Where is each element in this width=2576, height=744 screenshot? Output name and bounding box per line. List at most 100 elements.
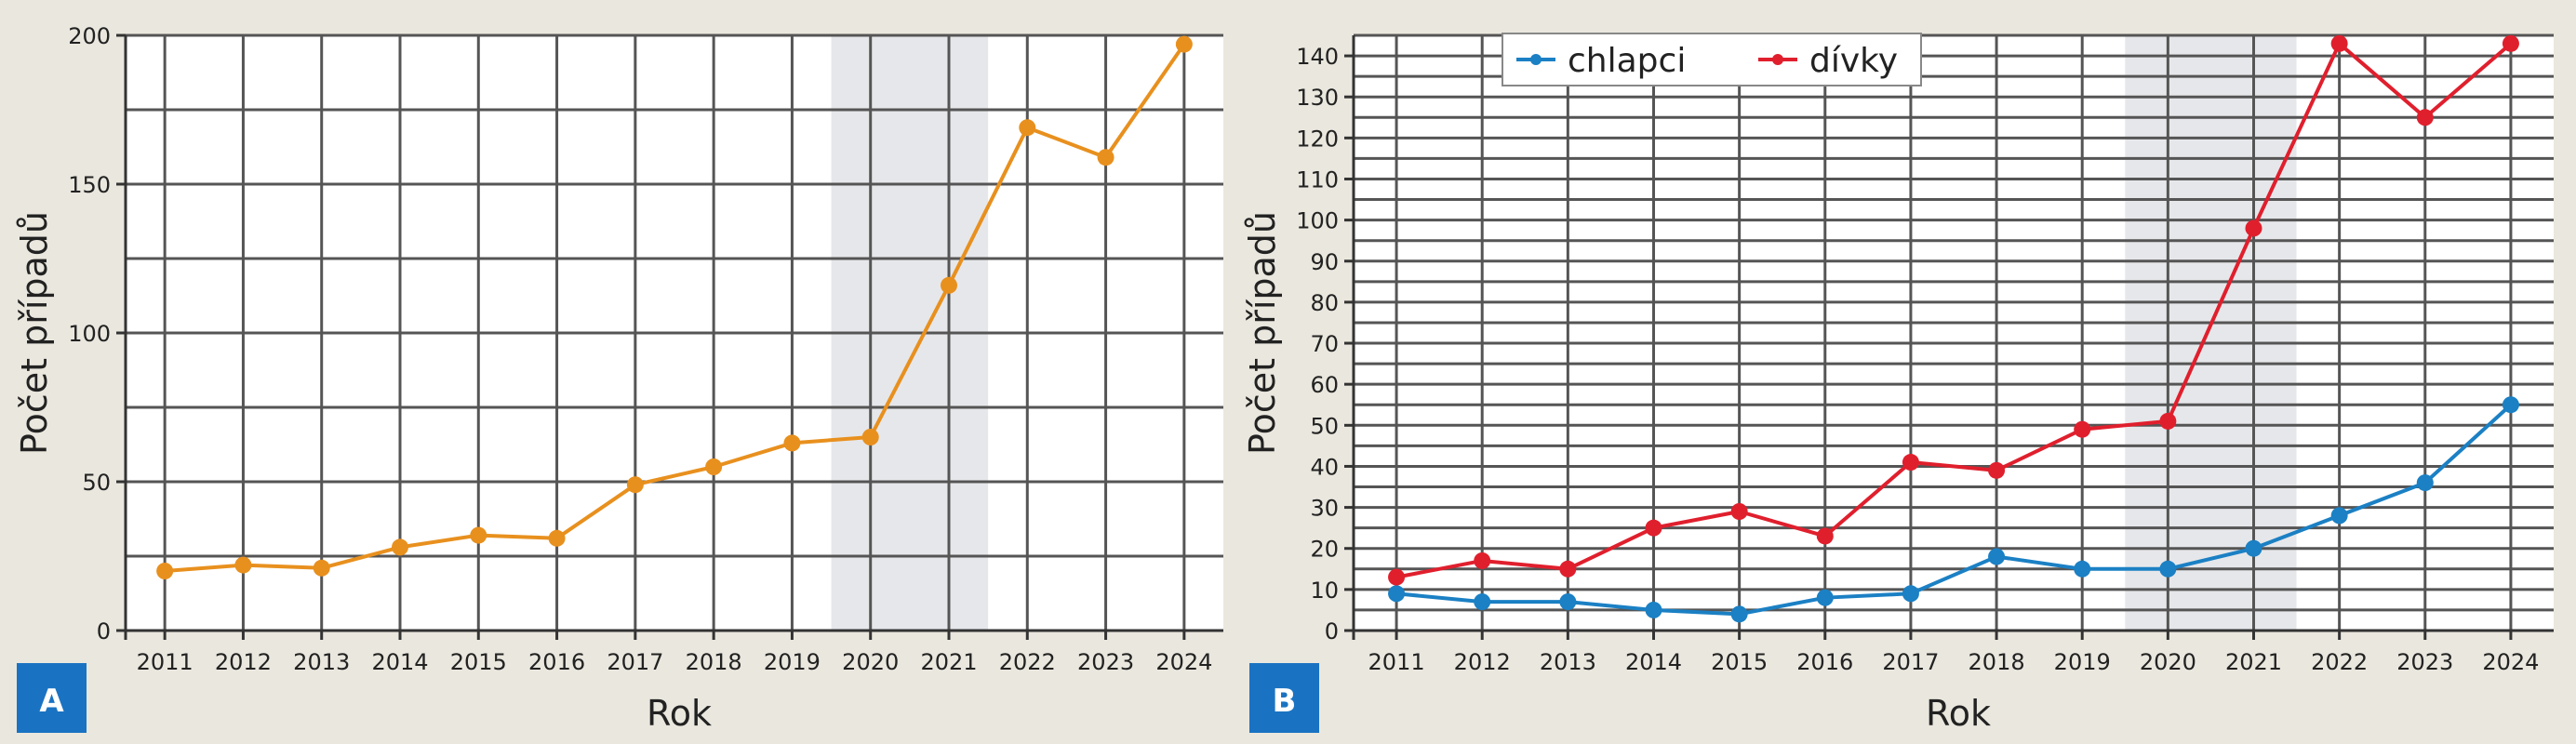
- a-x-tick-label: 2012: [215, 649, 272, 675]
- panel-a-badge-label: A: [39, 683, 64, 720]
- b-y-tick-label: 50: [1310, 413, 1339, 439]
- a-y-tick-label: 50: [82, 470, 111, 496]
- a-data-point-0: [1175, 35, 1193, 53]
- b-x-tick-label: 2019: [2054, 649, 2111, 675]
- legend-marker-girls: [1772, 54, 1783, 65]
- panel-a-y-ticks: 0 50 100 150 200: [68, 23, 126, 644]
- b-y-tick-label: 30: [1310, 496, 1339, 522]
- b-data-point-0: [2502, 396, 2519, 414]
- b-x-tick-label: 2024: [2482, 649, 2539, 675]
- legend-label-girls: dívky: [1809, 42, 1898, 80]
- panel-b-y-axis-label: Počet případů: [1242, 211, 1283, 455]
- b-data-point-1: [1474, 551, 1491, 569]
- b-data-point-0: [1816, 589, 1834, 606]
- b-data-point-0: [2245, 539, 2262, 557]
- panel-a-y-axis-label: Počet případů: [14, 211, 55, 455]
- a-data-point-0: [941, 276, 957, 294]
- a-series-line-0: [164, 43, 1186, 573]
- b-y-tick-label: 40: [1310, 454, 1339, 480]
- b-x-tick-label: 2018: [1969, 649, 2025, 675]
- b-data-point-0: [2159, 560, 2177, 578]
- b-data-point-0: [1559, 593, 1577, 611]
- a-x-tick-label: 2013: [293, 649, 350, 675]
- b-x-tick-label: 2023: [2396, 649, 2453, 675]
- a-x-tick-label: 2021: [920, 649, 977, 675]
- b-data-point-0: [1902, 585, 1919, 603]
- a-data-point-0: [470, 526, 487, 544]
- a-data-point-0: [548, 529, 566, 547]
- a-data-point-0: [705, 458, 723, 475]
- b-data-point-0: [1645, 601, 1662, 618]
- b-data-point-1: [1902, 454, 1919, 472]
- b-y-tick-label: 10: [1310, 578, 1339, 604]
- b-y-tick-label: 110: [1296, 166, 1339, 193]
- b-data-point-1: [1559, 560, 1577, 578]
- panel-a-x-ticks: 2011 2012 2013 2014 2015 2016 2017 2018 2019 2020…: [137, 631, 1212, 675]
- a-y-tick-label: 200: [68, 23, 111, 49]
- legend-box: [1502, 33, 1922, 86]
- a-data-point-0: [626, 476, 644, 494]
- b-x-tick-label: 2014: [1625, 649, 1682, 675]
- legend-label-boys: chlapci: [1568, 42, 1686, 80]
- b-x-tick-label: 2017: [1882, 649, 1939, 675]
- b-data-point-1: [1388, 568, 1406, 586]
- b-data-point-1: [1645, 519, 1662, 537]
- b-x-tick-label: 2021: [2225, 649, 2282, 675]
- b-data-point-1: [1730, 503, 1748, 520]
- b-y-tick-label: 20: [1310, 537, 1339, 563]
- b-data-point-0: [1474, 593, 1491, 611]
- panel-b-legend: chlapci dívky: [1502, 33, 1922, 86]
- a-x-tick-label: 2016: [528, 649, 585, 675]
- b-data-point-1: [2502, 34, 2519, 52]
- a-data-point-0: [1097, 149, 1114, 166]
- panel-b-x-axis-label: Rok: [1926, 693, 1991, 734]
- a-x-tick-label: 2015: [450, 649, 507, 675]
- b-y-tick-label: 140: [1296, 44, 1339, 70]
- panel-b-series: [1388, 34, 2519, 623]
- panel-b-plot-area: [1354, 35, 2554, 631]
- b-data-point-0: [1988, 548, 2006, 565]
- b-x-tick-label: 2022: [2311, 649, 2368, 675]
- a-x-tick-label: 2024: [1155, 649, 1212, 675]
- b-y-tick-label: 70: [1310, 331, 1339, 357]
- panel-b-badge-box: [1249, 663, 1319, 733]
- b-y-tick-label: 0: [1325, 618, 1339, 644]
- b-y-tick-label: 60: [1310, 372, 1339, 398]
- panel-b-x-ticks: 2011 2012 2013 2014 2015 2016 2017 2018 2019 2020…: [1368, 631, 2539, 675]
- b-data-point-0: [1388, 585, 1406, 603]
- b-x-tick-label: 2012: [1454, 649, 1511, 675]
- panel-b-highlight-band: [2125, 35, 2297, 631]
- b-x-tick-label: 2020: [2140, 649, 2196, 675]
- a-x-tick-label: 2011: [137, 649, 194, 675]
- b-data-point-1: [1988, 461, 2006, 479]
- a-data-point-0: [234, 556, 252, 574]
- b-data-point-1: [2416, 109, 2434, 126]
- b-data-point-1: [2159, 412, 2177, 430]
- b-y-tick-label: 130: [1296, 85, 1339, 111]
- a-x-tick-label: 2022: [999, 649, 1056, 675]
- a-x-tick-label: 2020: [842, 649, 899, 675]
- panel-a-badge-box: [17, 663, 87, 733]
- b-data-point-0: [2416, 474, 2434, 492]
- a-data-point-0: [392, 538, 408, 556]
- a-data-point-0: [861, 429, 879, 445]
- panel-a-series: [156, 35, 1193, 579]
- a-data-point-0: [783, 434, 801, 452]
- b-y-tick-label: 100: [1296, 208, 1339, 234]
- a-x-tick-label: 2019: [764, 649, 821, 675]
- legend-marker-boys: [1530, 54, 1542, 65]
- panel-a-x-axis-label: Rok: [647, 693, 712, 734]
- b-data-point-0: [2330, 507, 2348, 525]
- a-data-point-0: [156, 563, 174, 579]
- b-x-tick-label: 2016: [1796, 649, 1853, 675]
- a-y-tick-label: 0: [97, 618, 111, 644]
- b-data-point-1: [1816, 527, 1834, 545]
- b-data-point-0: [1730, 605, 1748, 623]
- a-y-tick-label: 100: [68, 321, 111, 347]
- a-data-point-0: [313, 559, 330, 577]
- a-y-tick-label: 150: [68, 172, 111, 198]
- b-x-tick-label: 2011: [1368, 649, 1425, 675]
- b-y-tick-label: 120: [1296, 126, 1339, 152]
